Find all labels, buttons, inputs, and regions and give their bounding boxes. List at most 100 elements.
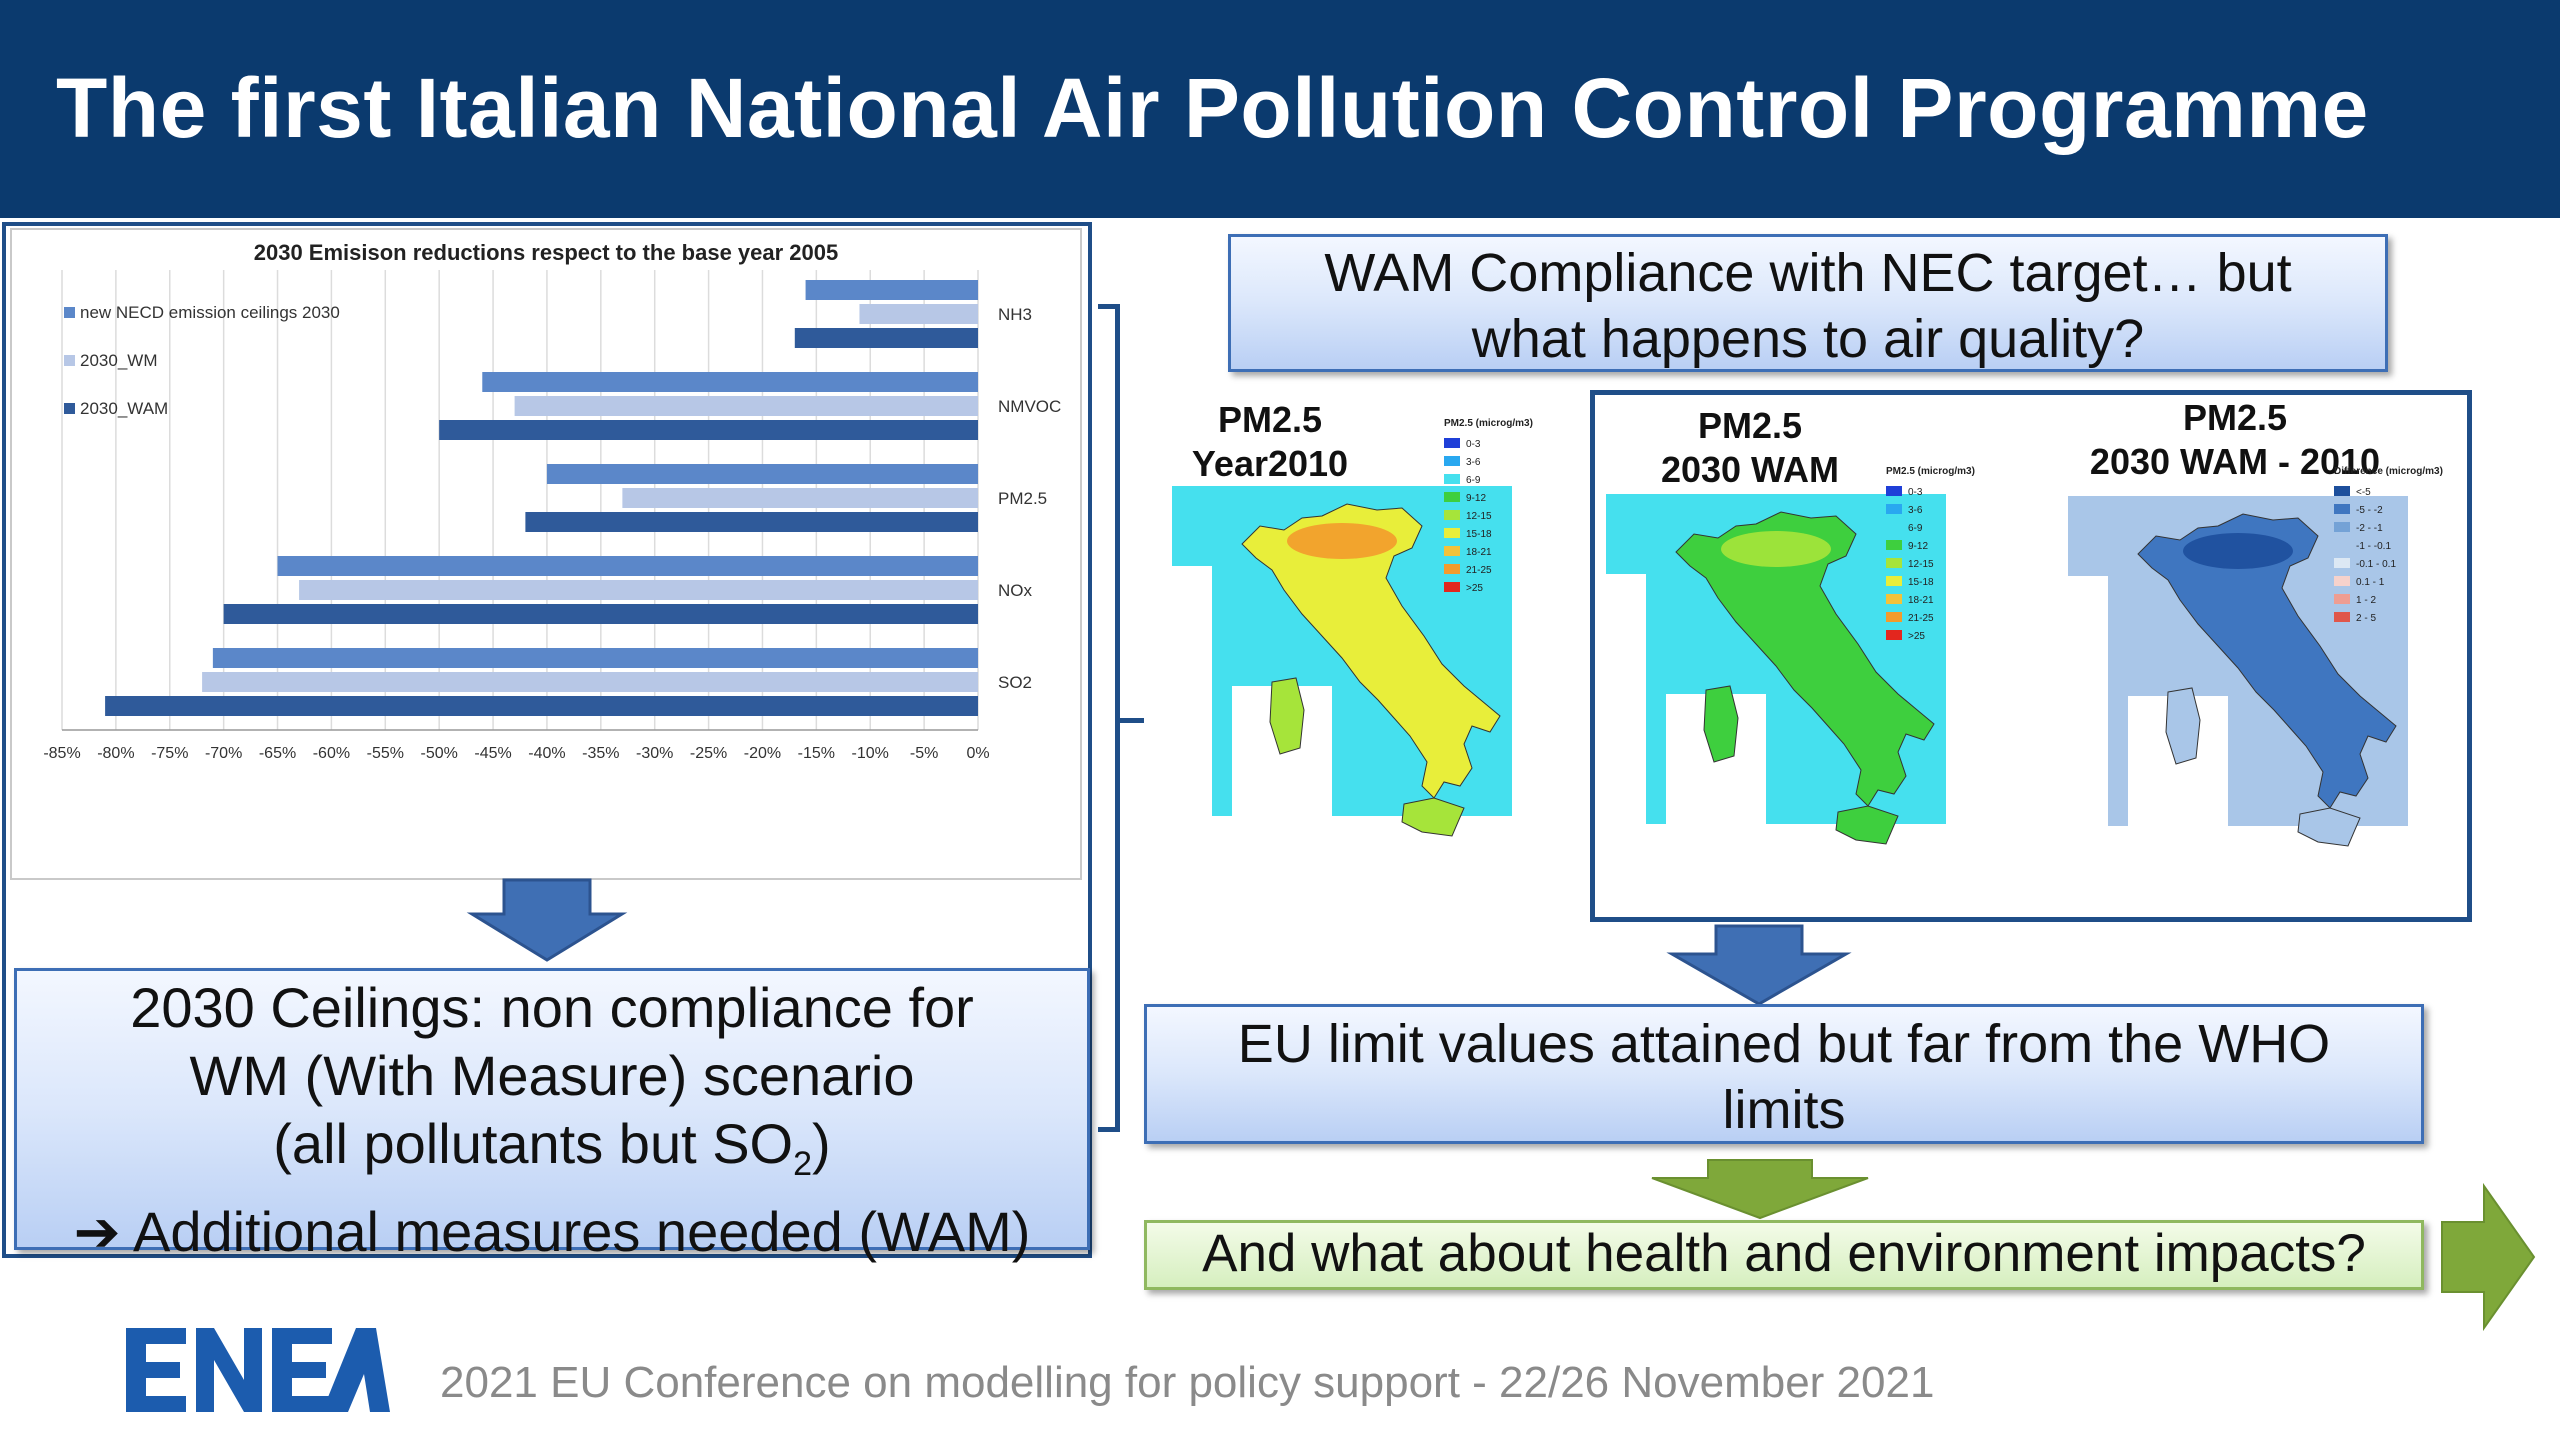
category-label: SO2 (998, 673, 1032, 692)
legend-swatch (1886, 558, 1902, 568)
legend-label: 6-9 (1908, 523, 1923, 534)
footer-text: 2021 EU Conference on modelling for poli… (440, 1358, 1935, 1407)
legend-label: 3-6 (1908, 505, 1923, 516)
legend-swatch (1444, 492, 1460, 502)
x-tick-label: -65% (259, 745, 296, 762)
po-valley-hotspot (1721, 531, 1831, 567)
legend-label: -5 - -2 (2356, 505, 2383, 516)
map-title-line: 2030 WAM - 2010 (2089, 441, 2381, 482)
bar-nmvoc-1 (514, 396, 978, 416)
legend-label: 9-12 (1466, 493, 1486, 504)
x-tick-label: -75% (151, 745, 188, 762)
green-right-arrow-icon (2441, 1182, 2536, 1332)
legend-swatch (1886, 612, 1902, 622)
wam-maps-frame (1590, 390, 2472, 922)
italy-shape (1241, 503, 1501, 799)
legend-title: PM2.5 (microg/m3) (1886, 466, 1975, 477)
bracket-tick (1118, 718, 1144, 723)
legend-label: 15-18 (1908, 577, 1934, 588)
x-tick-label: -40% (528, 745, 565, 762)
legend-label: 6-9 (1466, 475, 1481, 486)
map-title-difference: PM2.5 2030 WAM - 2010 (2070, 396, 2400, 484)
map-title-line: 2030 WAM (1660, 449, 1840, 490)
map-title-line: PM2.5 (1697, 405, 1803, 446)
bar-so2-2 (105, 696, 978, 716)
x-tick-label: 0% (966, 745, 989, 762)
legend-label: >25 (1908, 631, 1925, 642)
italy-shape (1675, 511, 1935, 807)
legend-swatch (1444, 456, 1460, 466)
legend-label: >25 (1466, 583, 1483, 594)
map-mask (1172, 566, 1212, 816)
emission-reduction-chart: 2030 Emisison reductions respect to the … (43, 240, 1061, 762)
bar-nh3-1 (859, 304, 978, 324)
green-down-arrow-icon (1651, 1159, 1869, 1220)
callout-line: WM (With Measure) scenario (189, 1044, 915, 1107)
right-arrow-icon: ➔ (73, 1200, 121, 1264)
bar-pm25-2 (525, 512, 978, 532)
bar-nox-2 (223, 604, 978, 624)
callout-line: 2030 Ceilings: non compliance for (130, 976, 974, 1039)
sicily-shape (1835, 805, 1899, 845)
legend-swatch (64, 403, 75, 414)
bar-nmvoc-2 (439, 420, 978, 440)
legend-swatch (2334, 504, 2350, 514)
x-tick-label: -70% (205, 745, 242, 762)
legend-label: 18-21 (1466, 547, 1492, 558)
legend-swatch (1886, 522, 1902, 532)
legend-swatch (1886, 594, 1902, 604)
legend-swatch (2334, 594, 2350, 604)
bracket (1098, 304, 1120, 1132)
legend-title: Difference (microg/m3) (2334, 466, 2443, 477)
bar-so2-1 (202, 672, 978, 692)
legend-swatch (1886, 576, 1902, 586)
legend-swatch (2334, 486, 2350, 496)
down-arrow-icon (1666, 924, 1852, 1006)
category-label: NOx (998, 581, 1033, 600)
legend-label: -0.1 - 0.1 (2356, 559, 2396, 570)
legend-title: PM2.5 (microg/m3) (1444, 418, 1533, 429)
callout-text: Additional measures needed (WAM) (132, 1200, 1031, 1264)
map-title-2030-wam: PM2.5 2030 WAM (1630, 404, 1870, 492)
italy-shape (2137, 513, 2397, 809)
legend-swatch (2334, 558, 2350, 568)
legend-swatch (64, 307, 75, 318)
legend-label: -2 - -1 (2356, 523, 2383, 534)
slide-title: The first Italian National Air Pollution… (56, 61, 2369, 155)
x-tick-label: -85% (43, 745, 80, 762)
x-tick-label: -55% (367, 745, 404, 762)
legend-swatch (1444, 546, 1460, 556)
legend-label: 18-21 (1908, 595, 1934, 606)
x-tick-label: -25% (690, 745, 727, 762)
health-impacts-callout: And what about health and environment im… (1144, 1220, 2424, 1290)
legend-label: 1 - 2 (2356, 595, 2376, 606)
legend-swatch (2334, 522, 2350, 532)
category-label: PM2.5 (998, 489, 1047, 508)
bar-nh3-0 (805, 280, 978, 300)
x-tick-label: -50% (420, 745, 457, 762)
down-arrow-icon (466, 878, 628, 962)
legend-swatch (2334, 612, 2350, 622)
x-tick-label: -35% (582, 745, 619, 762)
pm25-map-2010 (1172, 486, 1512, 837)
legend-label: 21-25 (1466, 565, 1492, 576)
sicily-shape (1401, 797, 1465, 837)
pm25-difference-legend: Difference (microg/m3) <-5 -5 - -2 -2 - -1 -… (2334, 466, 2443, 624)
sardinia-shape (1703, 685, 1739, 763)
x-tick-label: -20% (744, 745, 781, 762)
sicily-shape (2297, 807, 2361, 847)
legend-swatch (1444, 510, 1460, 520)
sardinia-shape (2165, 687, 2201, 765)
bar-nox-0 (277, 556, 978, 576)
non-compliance-callout: 2030 Ceilings: non compliance for WM (Wi… (14, 968, 1090, 1263)
callout-line: limits (1722, 1080, 1846, 1140)
legend-label: new NECD emission ceilings 2030 (80, 303, 340, 322)
x-tick-label: -10% (852, 745, 889, 762)
bar-pm25-0 (546, 464, 978, 484)
category-label: NH3 (998, 305, 1032, 324)
x-tick-label: -15% (798, 745, 835, 762)
x-tick-label: -45% (474, 745, 511, 762)
legend-swatch (1886, 630, 1902, 640)
callout-line: ➔ Additional measures needed (WAM) (17, 1198, 1087, 1266)
map-mask (2068, 576, 2108, 826)
